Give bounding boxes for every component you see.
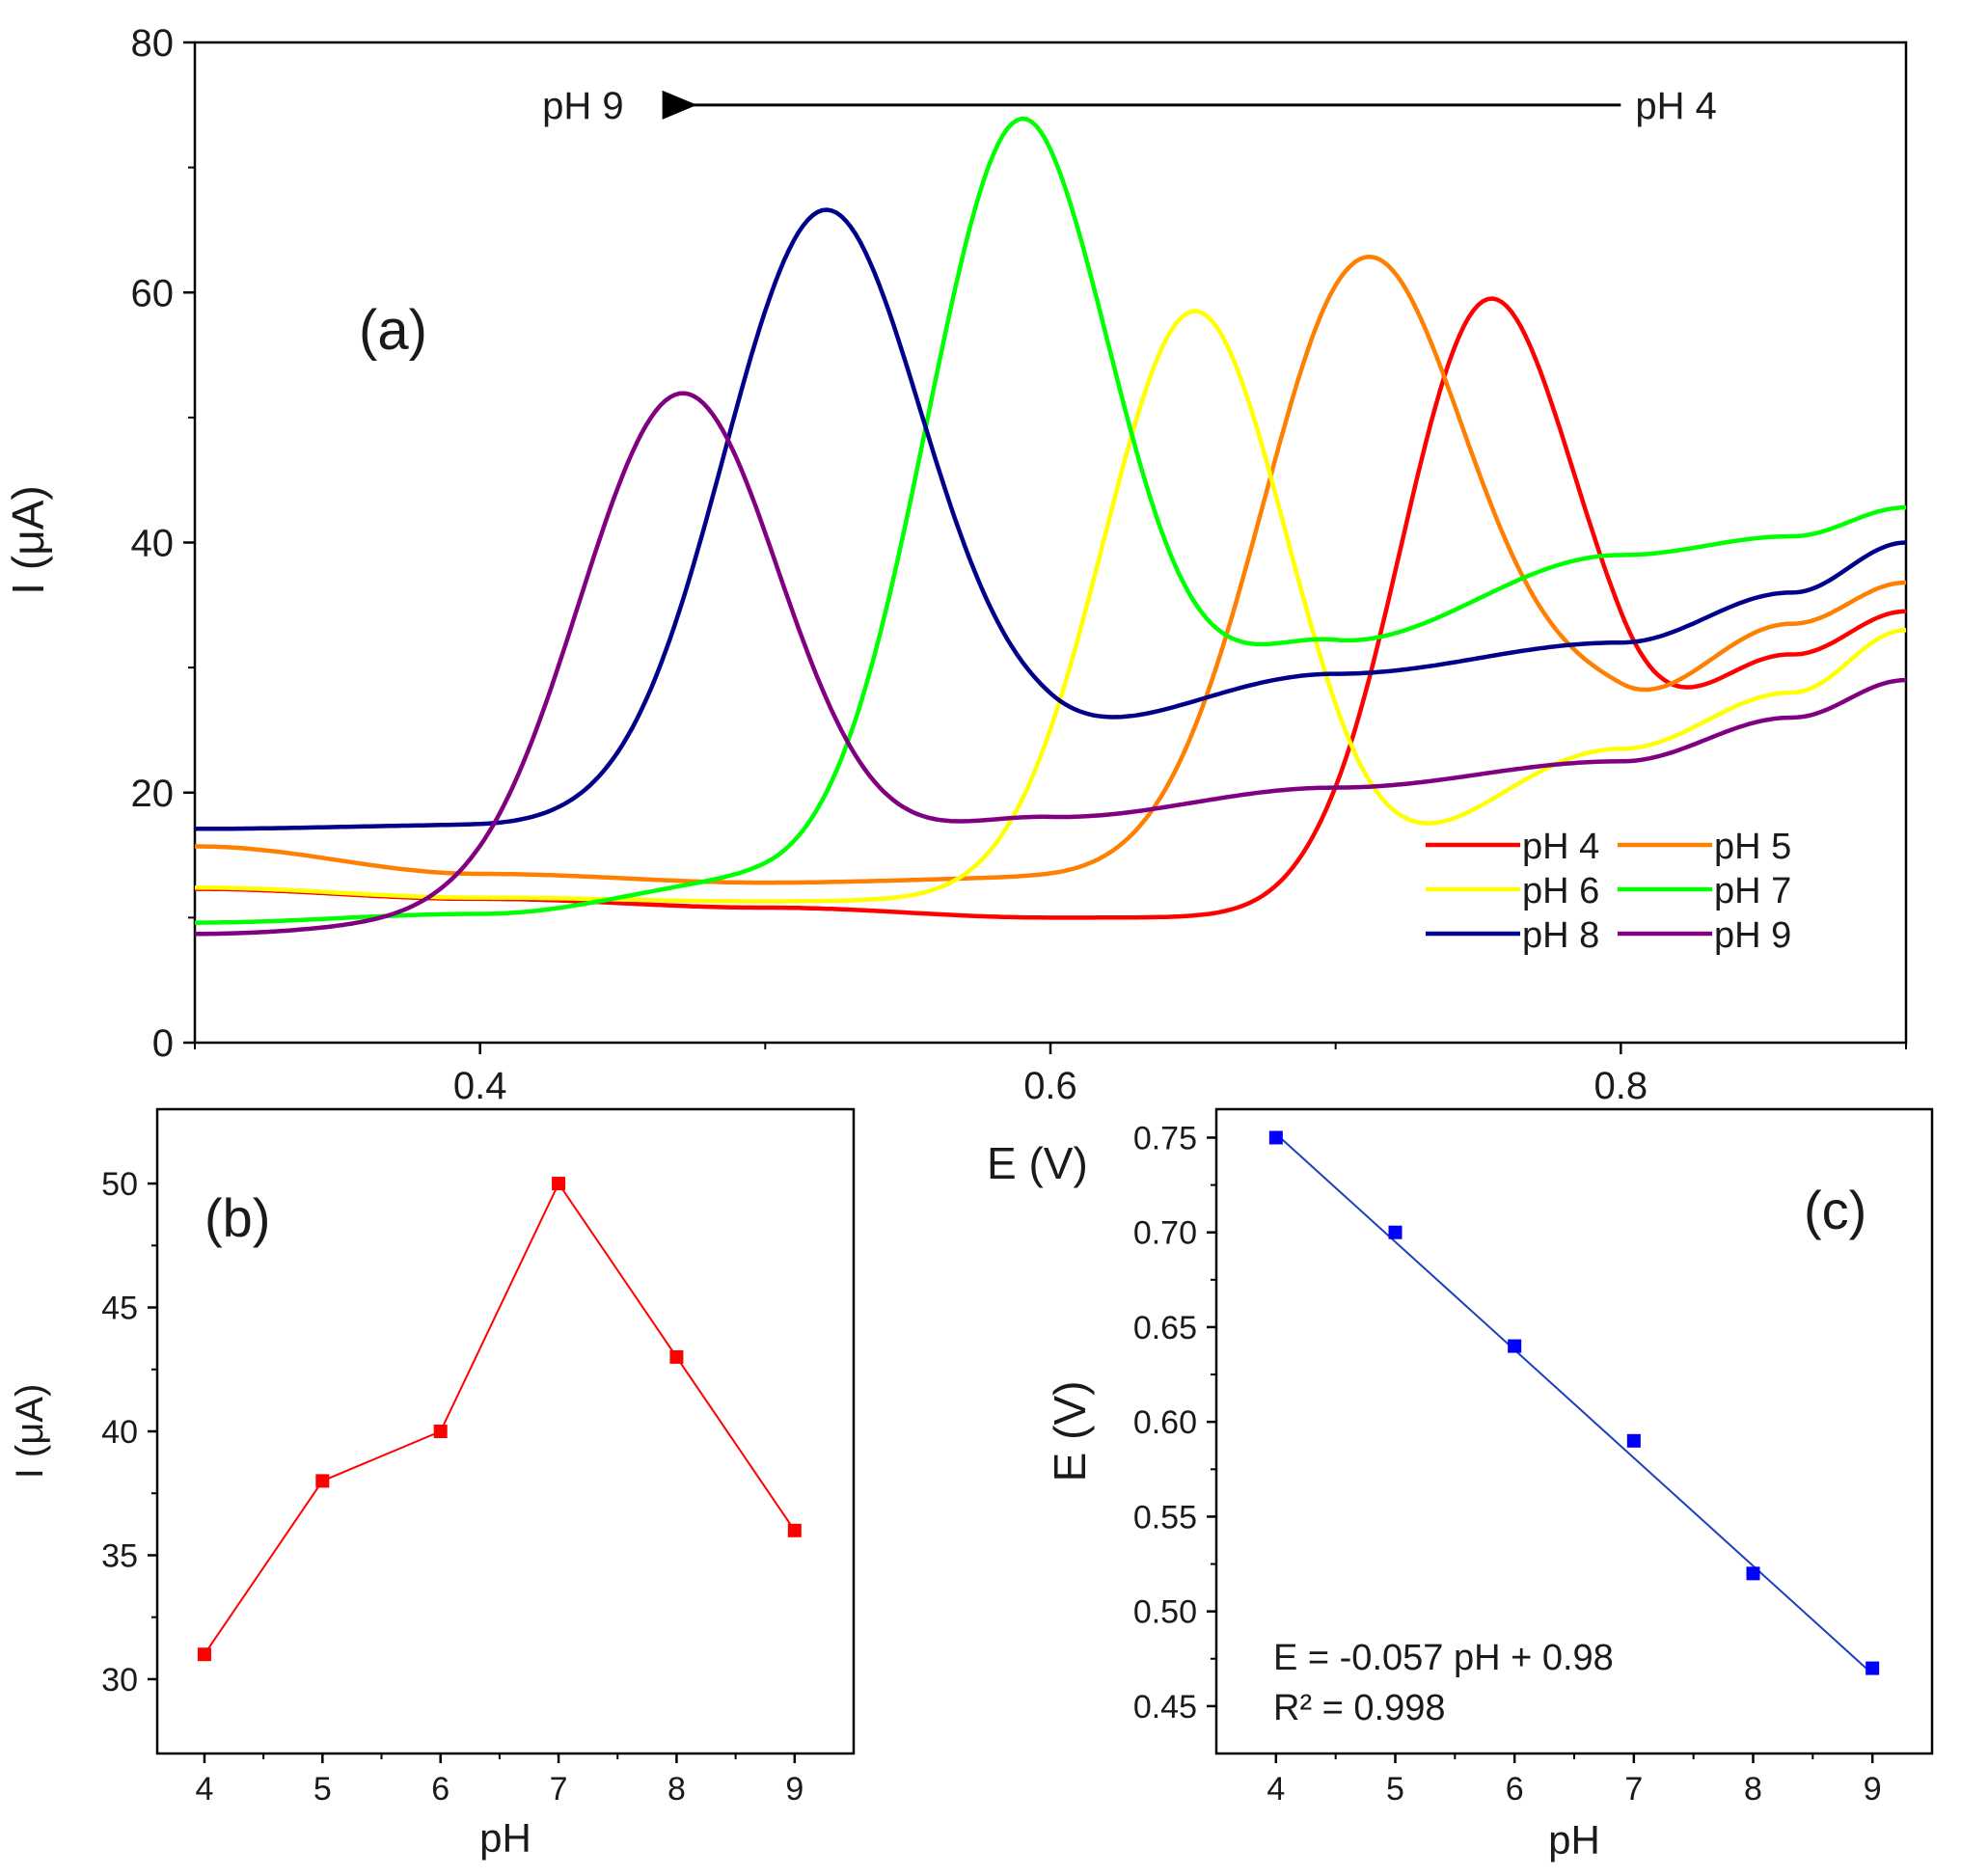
x-tick-label: 0.8: [1594, 1065, 1648, 1107]
y-tick-label: 45: [101, 1291, 138, 1327]
data-point: [1268, 1130, 1283, 1145]
panel-a-y-axis: 0 20 40 60 80: [131, 22, 195, 1065]
panel-b-line: [204, 1182, 796, 1655]
y-tick-label: 40: [131, 523, 175, 565]
x-tick-label: 5: [1386, 1771, 1404, 1808]
curve-ph6: [195, 309, 1906, 904]
panel-a-label: (a): [359, 299, 427, 362]
y-tick-label: 0.75: [1133, 1120, 1197, 1156]
x-tick-label: 8: [667, 1771, 686, 1808]
data-point: [552, 1177, 566, 1191]
y-tick-label: 20: [131, 773, 175, 815]
x-tick-label: 0.6: [1023, 1065, 1077, 1107]
data-point: [433, 1425, 448, 1438]
y-tick-label: 0.50: [1133, 1594, 1197, 1631]
panel-c-x-axis: 4 5 6 7 8 9: [1266, 1754, 1882, 1808]
x-tick-label: 6: [1506, 1771, 1524, 1808]
data-point: [1508, 1339, 1522, 1353]
panel-a-voltammograms: 0 20 40 60 80 0.4 0.6 0.8 I (μA) (a) pH 9 pH 4…: [3, 22, 1908, 1107]
x-tick-label: 4: [1266, 1771, 1285, 1808]
legend-label: pH 9: [1714, 915, 1791, 956]
y-tick-label: 0.55: [1133, 1499, 1197, 1536]
x-tick-label: 9: [785, 1771, 803, 1808]
y-tick-label: 0.45: [1133, 1689, 1197, 1726]
data-point: [315, 1474, 330, 1488]
legend-label: pH 7: [1714, 871, 1791, 911]
legend-label: pH 6: [1522, 871, 1599, 911]
arrow-label-ph9: pH 9: [542, 85, 624, 127]
regression-equation: E = -0.057 pH + 0.98: [1273, 1638, 1614, 1678]
y-tick-label: 50: [101, 1166, 138, 1203]
x-tick-label: 9: [1864, 1771, 1882, 1808]
y-tick-label: 40: [101, 1414, 138, 1451]
panel-c-label: (c): [1804, 1180, 1866, 1240]
y-tick-label: 30: [101, 1662, 138, 1699]
y-tick-label: 0.65: [1133, 1310, 1197, 1346]
panel-a-curves: [195, 116, 1906, 937]
y-tick-label: 60: [131, 272, 175, 314]
panel-c-y-axis: 0.45 0.50 0.55 0.60 0.65 0.70 0.75: [1133, 1120, 1216, 1726]
y-tick-label: 0: [152, 1022, 174, 1065]
panel-b-y-axis-label: I (μA): [9, 1384, 51, 1480]
y-tick-label: 80: [131, 22, 175, 65]
data-point: [1866, 1661, 1880, 1675]
y-tick-label: 0.70: [1133, 1215, 1197, 1252]
x-tick-label: 7: [1624, 1771, 1643, 1808]
r-squared-value: R² = 0.998: [1273, 1688, 1446, 1728]
panel-b-x-axis-label: pH: [479, 1815, 531, 1861]
data-point: [787, 1523, 802, 1537]
panel-c-y-axis-label: E (V): [1045, 1381, 1095, 1482]
data-point: [669, 1349, 684, 1364]
panel-c-plot: [1268, 1130, 1880, 1675]
panel-b-label: (b): [204, 1187, 270, 1248]
curve-ph9: [195, 391, 1906, 937]
panel-c-top-y-label: E (V): [987, 1138, 1088, 1188]
x-tick-label: 8: [1744, 1771, 1762, 1808]
regression-line: [1275, 1132, 1873, 1675]
data-point: [1626, 1433, 1641, 1448]
panel-a-x-axis: 0.4 0.6 0.8: [194, 1043, 1907, 1107]
curve-ph7: [195, 116, 1906, 925]
x-tick-label: 4: [195, 1771, 213, 1808]
panel-b-y-axis: 30 35 40 45 50: [101, 1166, 157, 1699]
legend-label: pH 4: [1522, 827, 1599, 867]
data-point: [1388, 1225, 1403, 1239]
arrow-label-ph4: pH 4: [1635, 85, 1717, 127]
panel-b-plot: [197, 1177, 802, 1662]
data-point: [1746, 1566, 1760, 1581]
curve-ph5: [195, 254, 1906, 885]
y-tick-label: 35: [101, 1537, 138, 1574]
panel-a-legend: pH 4 pH 5 pH 6 pH 7 pH 8 pH 9: [1426, 827, 1791, 956]
panel-b-x-axis: 4 5 6 7 8 9: [195, 1754, 803, 1808]
x-tick-label: 6: [431, 1771, 449, 1808]
x-tick-label: 7: [550, 1771, 568, 1808]
panel-a-frame: [193, 41, 1908, 1045]
y-tick-label: 0.60: [1133, 1404, 1197, 1441]
data-point: [197, 1647, 211, 1662]
curve-ph8: [195, 207, 1906, 831]
panel-a-y-axis-label: I (μA): [3, 485, 53, 594]
x-tick-label: 5: [313, 1771, 332, 1808]
panel-c-x-axis-label: pH: [1548, 1817, 1600, 1862]
legend-label: pH 8: [1522, 915, 1599, 956]
legend-label: pH 5: [1714, 827, 1791, 867]
x-tick-label: 0.4: [453, 1065, 507, 1107]
